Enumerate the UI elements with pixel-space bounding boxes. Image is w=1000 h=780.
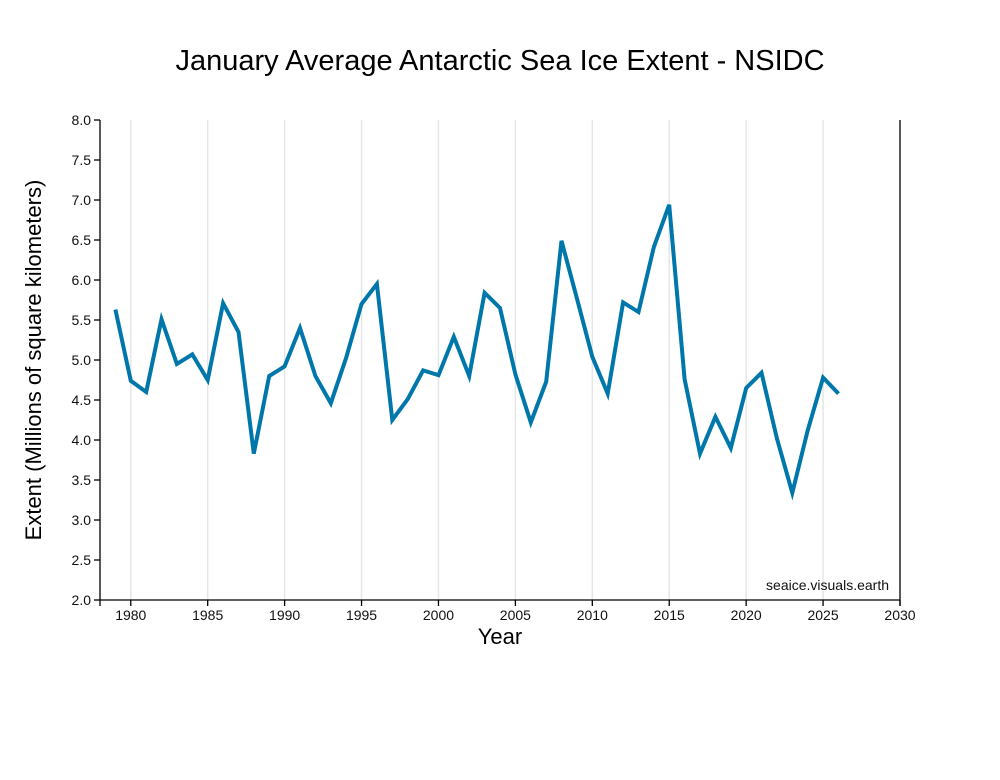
- data-point-1997: [390, 418, 394, 422]
- chart-title: January Average Antarctic Sea Ice Extent…: [175, 45, 824, 77]
- data-point-1979: [113, 308, 117, 312]
- data-point-2014: [652, 245, 656, 249]
- y-tick-label: 7.5: [72, 152, 92, 168]
- source-credit: seaice.visuals.earth: [766, 577, 889, 593]
- data-point-1998: [406, 397, 410, 401]
- y-tick-label: 5.5: [72, 312, 92, 328]
- y-tick-label: 7.0: [72, 192, 92, 208]
- x-tick-label: 1985: [192, 607, 223, 623]
- x-tick-label: 2000: [423, 607, 454, 623]
- data-point-2012: [621, 300, 625, 304]
- data-point-2013: [636, 310, 640, 314]
- gridlines: [130, 120, 824, 600]
- x-axis-title: Year: [478, 624, 522, 649]
- series-layer: [113, 203, 840, 501]
- y-tick-label: 8.0: [72, 112, 92, 128]
- data-point-1995: [360, 302, 364, 306]
- x-tick-label: 2030: [884, 607, 915, 623]
- data-point-1991: [298, 326, 302, 330]
- y-tick-label: 2.0: [72, 592, 92, 608]
- data-point-1989: [267, 374, 271, 378]
- data-point-1980: [129, 379, 133, 383]
- x-tick-label: 1980: [115, 607, 146, 623]
- data-point-2015: [667, 203, 671, 207]
- x-tick-label: 1995: [346, 607, 377, 623]
- data-point-1987: [236, 330, 240, 334]
- data-point-2021: [760, 371, 764, 375]
- data-point-1996: [375, 282, 379, 286]
- data-point-1999: [421, 368, 425, 372]
- data-point-2001: [452, 335, 456, 339]
- y-tick-label: 5.0: [72, 352, 92, 368]
- data-point-2002: [467, 374, 471, 378]
- data-point-2008: [560, 239, 564, 243]
- data-point-2023: [790, 491, 794, 495]
- data-point-1982: [160, 317, 164, 321]
- data-point-2009: [575, 296, 579, 300]
- data-point-2011: [606, 392, 610, 396]
- data-point-2000: [436, 373, 440, 377]
- x-tick-label: 1990: [269, 607, 300, 623]
- x-tick-label: 2010: [577, 607, 608, 623]
- data-point-1981: [144, 390, 148, 394]
- data-point-2018: [713, 415, 717, 419]
- y-tick-label: 3.0: [72, 512, 92, 528]
- y-tick-label: 6.5: [72, 232, 92, 248]
- y-tick-label: 4.5: [72, 392, 92, 408]
- data-point-1992: [313, 374, 317, 378]
- data-point-2003: [483, 291, 487, 295]
- data-point-1993: [329, 401, 333, 405]
- data-point-1985: [206, 378, 210, 382]
- data-point-2025: [821, 376, 825, 380]
- axes: 2.0 2.5 3.0 3.5 4.0 4.5 5.0 5.5 6.0 6.5 7.0 7.5 8.0 1…: [72, 112, 916, 623]
- data-point-2005: [513, 372, 517, 376]
- data-point-2026: [836, 392, 840, 396]
- data-point-2010: [590, 355, 594, 359]
- data-point-2017: [698, 452, 702, 456]
- data-point-1988: [252, 452, 256, 456]
- data-point-1986: [221, 301, 225, 305]
- data-point-1990: [283, 364, 287, 368]
- data-point-2007: [544, 380, 548, 384]
- x-tick-label: 2025: [807, 607, 838, 623]
- x-tick-label: 2020: [731, 607, 762, 623]
- y-tick-label: 6.0: [72, 272, 92, 288]
- data-point-2016: [683, 377, 687, 381]
- data-point-1983: [175, 362, 179, 366]
- y-tick-label: 3.5: [72, 472, 92, 488]
- data-point-2004: [498, 306, 502, 310]
- data-point-1984: [190, 352, 194, 356]
- data-point-2020: [744, 386, 748, 390]
- data-point-2006: [529, 420, 533, 424]
- y-tick-label: 4.0: [72, 432, 92, 448]
- data-point-2022: [775, 436, 779, 440]
- x-tick-label: 2005: [500, 607, 531, 623]
- data-point-1994: [344, 356, 348, 360]
- x-tick-label: 2015: [654, 607, 685, 623]
- y-axis-title: Extent (Millions of square kilometers): [21, 180, 46, 541]
- data-point-2019: [729, 446, 733, 450]
- series-line: [113, 204, 840, 501]
- data-point-2024: [806, 428, 810, 432]
- y-tick-label: 2.5: [72, 552, 92, 568]
